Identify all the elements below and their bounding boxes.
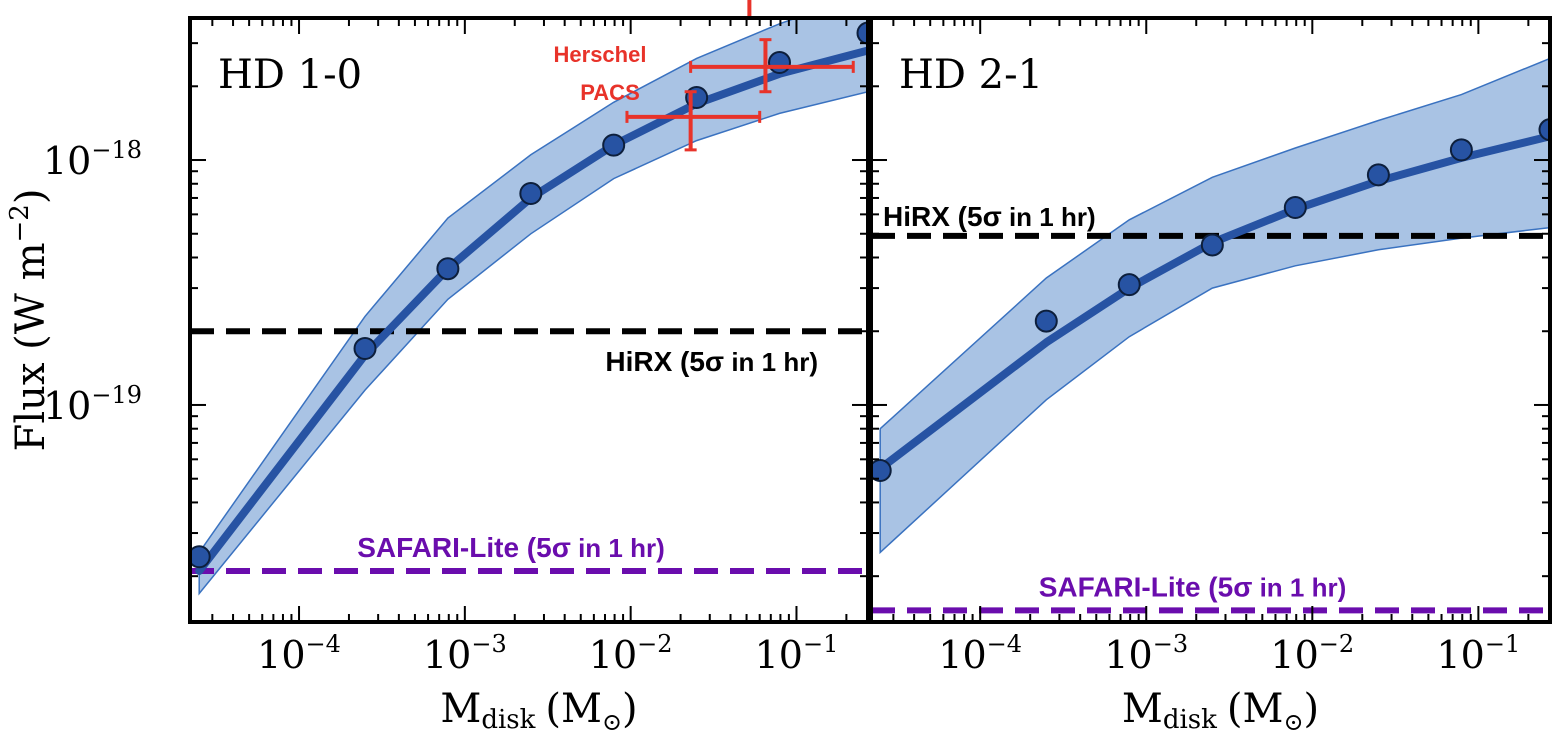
reference-label-safari-lite: SAFARI-Lite (5σ in 1 hr) — [1039, 571, 1347, 602]
x-label-paren: (M — [545, 686, 602, 732]
herschel-observation — [689, 38, 855, 94]
x-tick-label: 10−1 — [755, 630, 839, 677]
model-point — [353, 337, 377, 361]
model-point — [1034, 309, 1058, 333]
y-label-close: ) — [8, 189, 54, 205]
model-line — [195, 46, 868, 575]
x-tick-label: 10−2 — [1270, 630, 1354, 677]
panel-title: HD 2-1 — [899, 52, 1043, 98]
y-tick-label-exp: −18 — [91, 136, 142, 164]
plot-area — [190, 18, 868, 596]
x-tick-label: 10−3 — [423, 630, 507, 677]
x-tick-label-base: 10 — [1104, 633, 1152, 677]
reference-label-rest: in 1 hr) — [724, 347, 818, 377]
x-label-close: ) — [622, 686, 638, 732]
x-tick-label: 10−2 — [589, 630, 673, 677]
x-tick-label-exp: −2 — [1319, 630, 1354, 658]
model-point — [1538, 118, 1550, 142]
x-tick-label: 10−3 — [1104, 630, 1188, 677]
herschel-label-line1: Herschel — [554, 42, 647, 67]
y-tick-label-base: 10 — [43, 139, 91, 183]
y-tick-label-base: 10 — [43, 384, 91, 428]
x-tick-label-exp: −4 — [987, 630, 1022, 658]
panel-title: HD 1-0 — [218, 52, 362, 98]
x-tick-label-exp: −1 — [1485, 630, 1520, 658]
model-point — [1283, 195, 1307, 219]
x-tick-label: 10−4 — [938, 630, 1022, 677]
model-point — [519, 181, 543, 205]
x-label-main: M — [1122, 686, 1163, 732]
model-point — [1449, 138, 1473, 162]
reference-label-hirx: HiRX (5σ in 1 hr) — [883, 201, 1096, 232]
x-axis-label: Mdisk (M⊙) — [1122, 686, 1319, 734]
x-label-close: ) — [1304, 686, 1320, 732]
model-point — [856, 21, 868, 45]
x-tick-label-base: 10 — [1436, 633, 1484, 677]
herschel-observation — [625, 90, 762, 152]
x-tick-label-base: 10 — [589, 633, 637, 677]
plot-frame — [188, 16, 870, 624]
x-tick-label-base: 10 — [1270, 633, 1318, 677]
model-point — [602, 133, 626, 157]
x-label-sun: ⊙ — [1283, 708, 1303, 734]
reference-label-rest: in 1 hr) — [571, 533, 665, 563]
x-label-sun: ⊙ — [602, 708, 622, 734]
reference-label-rest: in 1 hr) — [1252, 572, 1346, 602]
panel-hd-2-1: HiRX (5σ in 1 hr)SAFARI-Lite (5σ in 1 hr… — [869, 16, 1552, 734]
x-tick-label-base: 10 — [938, 633, 986, 677]
plot-frame — [869, 16, 1552, 624]
y-label-exp: −2 — [5, 204, 35, 242]
x-label-sub: disk — [481, 705, 535, 734]
x-tick-label-exp: −1 — [803, 630, 838, 658]
model-line — [876, 132, 1550, 473]
reference-label-rest: in 1 hr) — [1002, 202, 1096, 232]
model-point — [190, 545, 211, 569]
x-tick-label-base: 10 — [755, 633, 803, 677]
x-label-main: M — [440, 686, 481, 732]
reference-label-strong: HiRX (5σ — [605, 346, 724, 377]
model-point — [436, 257, 460, 281]
y-tick-label: 10−18 — [43, 136, 142, 183]
x-tick-label-base: 10 — [257, 633, 305, 677]
x-tick-label: 10−4 — [257, 630, 341, 677]
x-tick-label: 10−1 — [1436, 630, 1520, 677]
x-tick-label-exp: −2 — [637, 630, 672, 658]
y-axis-label: Flux (W m−2) — [5, 189, 54, 452]
reference-label-strong: HiRX (5σ — [883, 201, 1002, 232]
reference-label-hirx: HiRX (5σ in 1 hr) — [605, 346, 818, 377]
x-tick-label-exp: −3 — [471, 630, 506, 658]
y-label-main: Flux (W m — [8, 242, 54, 451]
herschel-label-line2: PACS — [580, 80, 640, 105]
x-label-paren: (M — [1227, 686, 1284, 732]
reference-label-strong: SAFARI-Lite (5σ — [357, 532, 571, 563]
model-point — [1200, 233, 1224, 257]
model-point — [1366, 163, 1390, 187]
x-tick-label-exp: −4 — [306, 630, 341, 658]
model-point — [1117, 273, 1141, 297]
model-point — [767, 51, 791, 75]
reference-label-safari-lite: SAFARI-Lite (5σ in 1 hr) — [357, 532, 665, 563]
x-tick-label-exp: −3 — [1153, 630, 1188, 658]
uncertainty-band — [879, 57, 1550, 555]
x-tick-label-base: 10 — [423, 633, 471, 677]
y-tick-label-exp: −19 — [91, 381, 142, 409]
x-axis-label: Mdisk (M⊙) — [440, 686, 637, 734]
model-point — [871, 459, 892, 483]
y-tick-label: 10−19 — [43, 381, 142, 428]
plot-area — [871, 57, 1550, 614]
reference-label-strong: SAFARI-Lite (5σ — [1039, 571, 1253, 602]
x-label-sub: disk — [1163, 705, 1217, 734]
